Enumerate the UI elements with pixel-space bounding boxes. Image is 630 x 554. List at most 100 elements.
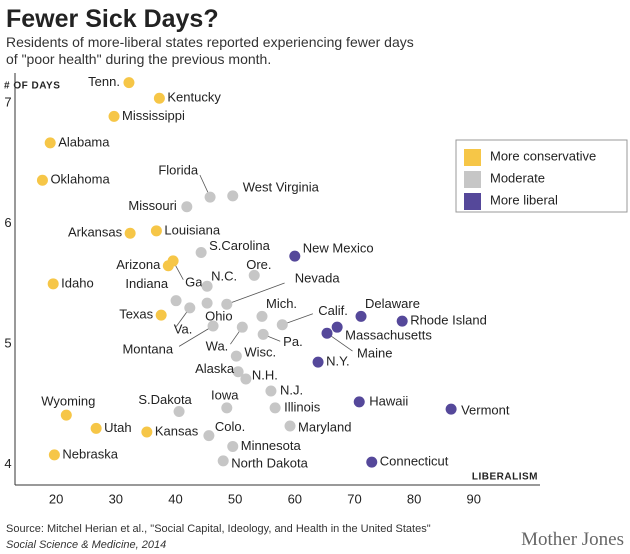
y-tick-label: 6 xyxy=(4,215,11,230)
legend-label: More liberal xyxy=(490,192,558,207)
point xyxy=(396,315,408,327)
point-label: Missouri xyxy=(128,198,177,213)
x-tick-label: 60 xyxy=(288,491,302,506)
point xyxy=(153,92,165,104)
point xyxy=(141,426,153,438)
point-label: N.H. xyxy=(252,367,278,382)
point xyxy=(44,137,56,149)
x-tick-label: 40 xyxy=(168,491,182,506)
legend-swatch xyxy=(464,149,481,166)
point xyxy=(47,278,59,290)
y-tick-label: 7 xyxy=(4,95,11,110)
x-tick-label: 50 xyxy=(228,491,242,506)
point xyxy=(201,297,213,309)
point-label: Rhode Island xyxy=(410,313,487,328)
point xyxy=(90,422,102,434)
point xyxy=(201,280,213,292)
point-label: Massachusetts xyxy=(345,328,432,343)
subtitle: Residents of more-liberal states reporte… xyxy=(6,34,414,50)
point-label: Wyoming xyxy=(41,394,95,409)
point-label: Iowa xyxy=(211,387,239,402)
point xyxy=(170,295,182,307)
point-label: Kentucky xyxy=(167,90,221,105)
point xyxy=(36,174,48,186)
point-label: Illinois xyxy=(284,399,321,414)
point xyxy=(276,319,288,331)
leader-line xyxy=(178,325,214,347)
point xyxy=(150,225,162,237)
point-label: Tenn. xyxy=(88,74,120,89)
point xyxy=(312,356,324,368)
point-label: Va. xyxy=(174,321,193,336)
x-tick-label: 70 xyxy=(347,491,361,506)
y-tick-label: 4 xyxy=(4,456,11,471)
y-axis-label: # OF DAYS xyxy=(4,81,60,92)
point xyxy=(60,409,72,421)
point-label: Kansas xyxy=(155,423,199,438)
point-label: Ga. xyxy=(185,274,206,289)
point-label: West Virginia xyxy=(243,179,320,194)
point xyxy=(108,110,120,122)
point xyxy=(321,327,333,339)
point xyxy=(236,321,248,333)
point-label: Alabama xyxy=(58,134,110,149)
point-label: New Mexico xyxy=(303,241,374,256)
point xyxy=(124,227,136,239)
point-label: S.Dakota xyxy=(138,392,192,407)
legend-label: Moderate xyxy=(490,170,545,185)
point-label: Nevada xyxy=(295,271,341,286)
point xyxy=(331,321,343,333)
x-axis-label: LIBERALISM xyxy=(472,472,538,483)
chart-title: Fewer Sick Days? xyxy=(6,5,219,33)
point xyxy=(195,246,207,258)
point-label: Ohio xyxy=(205,309,232,324)
point-label: Arizona xyxy=(116,257,161,272)
point xyxy=(445,403,457,415)
point-label: Maine xyxy=(357,346,392,361)
point-label: Indiana xyxy=(125,276,168,291)
point xyxy=(227,440,239,452)
point-label: Ore. xyxy=(246,257,271,272)
point xyxy=(181,201,193,213)
brand: Mother Jones xyxy=(521,529,624,550)
point xyxy=(48,449,60,461)
point-label: Mississippi xyxy=(122,108,185,123)
point-label: North Dakota xyxy=(231,455,308,470)
point xyxy=(355,310,367,322)
point-label: Idaho xyxy=(61,275,94,290)
point xyxy=(232,366,244,378)
source: Social Science & Medicine, 2014 xyxy=(6,539,166,551)
point-label: Louisiana xyxy=(164,222,220,237)
point-label: N.C. xyxy=(211,269,237,284)
point-label: Mich. xyxy=(266,296,297,311)
point xyxy=(217,455,229,467)
point-label: Wa. xyxy=(206,339,229,354)
point xyxy=(207,320,219,332)
point xyxy=(123,77,135,89)
x-tick-label: 80 xyxy=(407,491,421,506)
point xyxy=(204,191,216,203)
point xyxy=(256,310,268,322)
point-label: Pa. xyxy=(283,334,303,349)
x-tick-label: 30 xyxy=(109,491,123,506)
point-label: Maryland xyxy=(298,419,351,434)
point-label: Hawaii xyxy=(369,393,408,408)
legend-box xyxy=(455,139,628,213)
point xyxy=(173,406,185,418)
point-label: N.J. xyxy=(280,382,303,397)
point xyxy=(184,302,196,314)
point-label: Arkansas xyxy=(68,225,123,240)
point xyxy=(284,420,296,432)
point-label: Connecticut xyxy=(380,454,449,469)
point xyxy=(203,430,215,442)
point-label: Oklahoma xyxy=(50,172,110,187)
y-tick-label: 5 xyxy=(4,335,11,350)
point xyxy=(366,456,378,468)
point-label: Montana xyxy=(122,341,173,356)
point xyxy=(227,190,239,202)
point-label: Colo. xyxy=(215,419,245,434)
point-label: S.Carolina xyxy=(209,238,270,253)
point xyxy=(265,385,277,397)
point xyxy=(230,350,242,362)
